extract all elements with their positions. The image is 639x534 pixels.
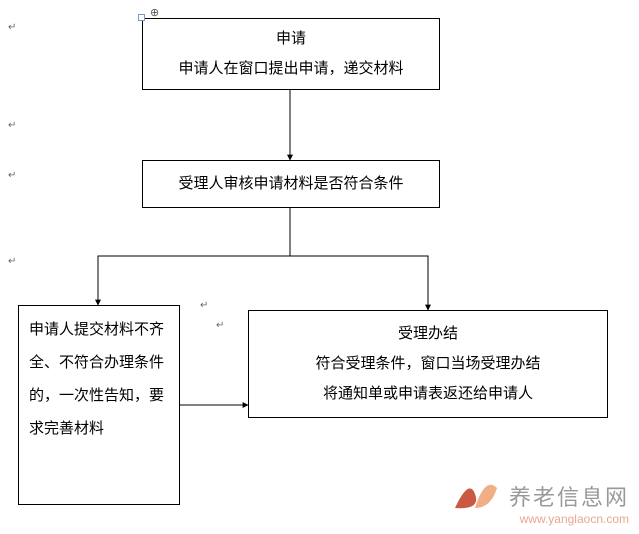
- flow-node-apply: 申请 申请人在窗口提出申请，递交材料: [142, 18, 440, 90]
- paragraph-mark-icon: ↵: [8, 170, 16, 181]
- flow-node-complete: 受理办结 符合受理条件，窗口当场受理办结 将通知单或申请表返还给申请人: [248, 310, 608, 418]
- paragraph-mark-icon: ↵: [8, 256, 16, 267]
- watermark-logo-icon: [451, 468, 499, 516]
- selection-handle: [138, 14, 145, 21]
- watermark: 养老信息网 www.yanglaocn.com: [509, 480, 629, 526]
- flow-node-incomplete: 申请人提交材料不齐全、不符合办理条件的，一次性告知，要求完善材料: [18, 305, 180, 505]
- node-title: 受理办结: [398, 319, 458, 349]
- watermark-url: www.yanglaocn.com: [509, 512, 629, 526]
- table-anchor-icon: ⊕: [150, 6, 159, 19]
- paragraph-mark-icon: ↵: [200, 300, 208, 311]
- node-body: 受理人审核申请材料是否符合条件: [178, 169, 403, 199]
- node-title: 申请: [276, 24, 306, 54]
- node-body-line1: 符合受理条件，窗口当场受理办结: [315, 349, 540, 379]
- node-body: 申请人在窗口提出申请，递交材料: [178, 54, 403, 84]
- flow-node-review: 受理人审核申请材料是否符合条件: [142, 160, 440, 208]
- watermark-text: 养老信息网: [509, 480, 629, 512]
- node-body-line2: 将通知单或申请表返还给申请人: [323, 379, 533, 409]
- paragraph-mark-icon: ↵: [8, 120, 16, 131]
- node-body: 申请人提交材料不齐全、不符合办理条件的，一次性告知，要求完善材料: [29, 314, 169, 446]
- paragraph-mark-icon: ↵: [216, 320, 224, 331]
- paragraph-mark-icon: ↵: [8, 22, 16, 33]
